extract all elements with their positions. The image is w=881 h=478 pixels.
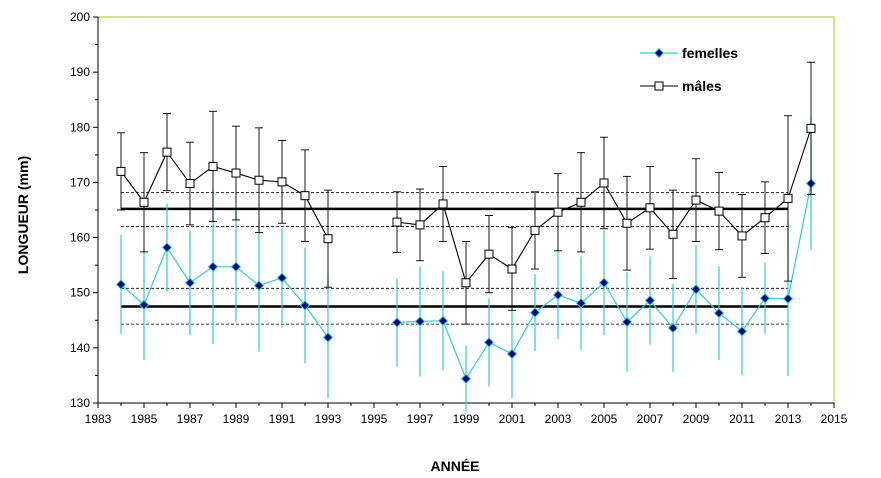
y-axis-label: LONGUEUR (mm) [15,156,31,274]
data-point [621,316,633,328]
data-point [553,207,563,217]
x-tick-label: 1993 [315,412,342,426]
legend-label-males: mâles [682,78,722,94]
data-point [299,300,311,311]
data-point [483,337,495,348]
data-point [460,373,472,384]
x-tick-label: 2009 [683,412,710,426]
data-point [576,197,586,207]
data-point [116,166,126,176]
data-point [714,206,724,216]
data-point [230,261,242,273]
x-tick-label: 2011 [729,412,755,426]
legend: femelles mâles [640,45,738,94]
data-point [415,220,425,230]
data-point [208,161,218,171]
data-point [437,315,449,327]
data-point [392,217,402,227]
data-point [323,234,333,244]
data-point [667,322,679,334]
data-point [507,264,517,274]
data-point [783,193,793,203]
reference-lines [121,191,788,325]
series-femelles [115,117,817,412]
data-point [736,326,748,337]
y-tick-label: 140 [70,341,90,355]
x-tick-label: 1989 [223,412,250,426]
data-point [759,293,771,304]
x-tick-label: 2007 [637,412,664,426]
data-point [253,280,265,291]
data-point [599,178,609,188]
y-tick-label: 190 [70,65,90,79]
y-tick-label: 150 [70,286,90,300]
data-point [552,289,564,301]
data-point [713,307,725,319]
y-tick-label: 160 [70,231,90,245]
x-tick-label: 1983 [85,412,112,426]
x-tick-label: 2001 [499,412,526,426]
data-point [138,299,150,311]
data-point [506,348,518,360]
data-point [530,225,540,235]
data-point [162,147,172,157]
data-point [782,293,794,304]
series-line [120,246,329,338]
x-tick-label: 2015 [821,412,848,426]
legend-marker-males [654,81,664,91]
data-point [575,297,587,309]
data-point [644,295,656,306]
y-tick-label: 180 [70,120,90,134]
data-point [300,191,310,201]
x-tick-label: 1999 [453,412,480,426]
data-point [231,168,241,178]
data-point [668,229,678,239]
data-point [438,199,448,209]
data-point [161,242,173,253]
data-point [645,203,655,213]
data-point [806,123,816,133]
data-point [622,218,632,228]
data-point [184,277,196,288]
data-point [484,249,494,259]
legend-label-femelles: femelles [682,45,738,61]
data-point [277,177,287,187]
x-tick-label: 1987 [177,412,204,426]
legend-marker-femelles [653,47,665,59]
data-point [276,272,288,284]
x-tick-label: 2003 [545,412,572,426]
data-point [322,332,334,343]
series-males [116,61,816,325]
x-tick-label: 1985 [131,412,158,426]
x-tick-label: 1991 [269,412,296,426]
x-tick-label: 2005 [591,412,618,426]
data-point [760,213,770,223]
data-point [691,195,701,205]
series-line [120,151,329,239]
y-tick-label: 170 [70,175,90,189]
x-tick-label: 1997 [407,412,434,426]
data-point [391,317,403,328]
axes: 130 140 150 160 170 180 190 200 1983 1985 1987 1989… [70,10,848,426]
data-point [529,307,541,318]
x-tick-label: 2013 [775,412,802,426]
y-tick-label: 130 [70,396,90,410]
data-point [690,284,702,295]
x-axis-label: ANNÉE [430,458,479,474]
data-point [737,231,747,241]
data-point [254,175,264,185]
x-tick-label: 1995 [361,412,388,426]
y-tick-label: 200 [70,10,90,24]
data-point [414,316,426,327]
data-point [115,279,127,290]
data-point [461,278,471,288]
data-point [207,261,219,273]
data-point [598,277,610,288]
data-point [185,179,195,189]
data-point [139,197,149,207]
